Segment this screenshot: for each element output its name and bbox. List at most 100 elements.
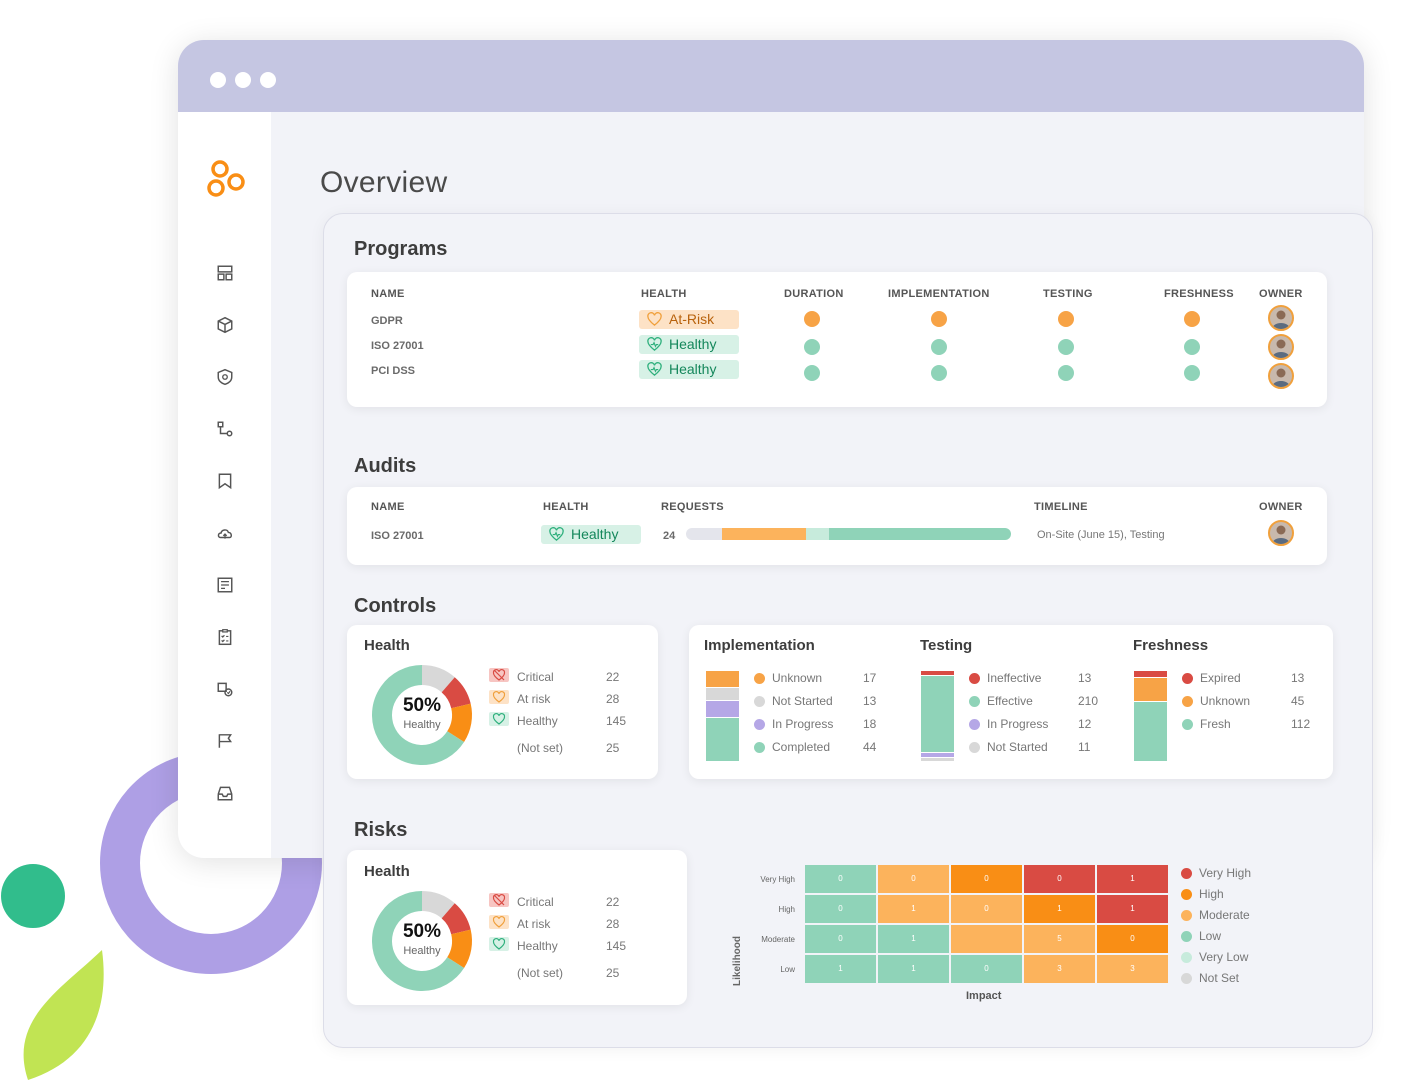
window-minimize-button[interactable] — [235, 72, 251, 88]
heatmap-cell[interactable]: 1 — [878, 895, 949, 923]
heatmap-cell[interactable]: 1 — [878, 955, 949, 983]
requests-segment — [806, 528, 829, 540]
legend-label: (Not set) — [517, 966, 564, 980]
legend-dot — [1182, 673, 1193, 684]
heatmap-cell[interactable]: 0 — [878, 865, 949, 893]
duration-status-dot — [804, 311, 820, 327]
sidebar-item-shield[interactable] — [216, 368, 234, 386]
audit-timeline: On-Site (June 15), Testing — [1037, 529, 1165, 541]
heatmap-cell-value: 0 — [984, 964, 989, 973]
legend-value: 13 — [1291, 671, 1305, 685]
programs-title: Programs — [354, 238, 448, 260]
heatmap-cell[interactable]: 0 — [951, 895, 1022, 923]
bar-segment-ineffective — [921, 671, 954, 676]
program-row[interactable]: GDPR At-Risk — [347, 305, 1327, 332]
program-name[interactable]: PCI DSS — [371, 365, 416, 377]
donut-slice-not-set — [421, 891, 455, 919]
sidebar-item-flag[interactable] — [216, 732, 234, 750]
legend-value: 145 — [606, 939, 627, 953]
legend-value: 18 — [863, 717, 877, 731]
legend-dot — [754, 742, 765, 753]
testing-status-dot — [1058, 338, 1074, 355]
heatmap-cell-value: 0 — [838, 934, 843, 943]
healthy-icon — [489, 712, 509, 726]
heatmap-cell[interactable]: 0 — [1097, 925, 1168, 953]
donut-slice-critical — [441, 903, 471, 935]
heatmap-cell[interactable]: 1 — [1024, 895, 1095, 923]
owner-avatar[interactable] — [1268, 363, 1294, 389]
at-risk-icon — [647, 312, 662, 326]
owner-avatar[interactable] — [1268, 305, 1294, 331]
heatmap-cell[interactable]: 0 — [805, 895, 876, 923]
program-name[interactable]: ISO 27001 — [371, 340, 424, 352]
heatmap-cell[interactable]: 5 — [1024, 925, 1095, 953]
col-testing: TESTING — [1043, 288, 1093, 300]
sidebar-item-dashboard[interactable] — [216, 264, 234, 282]
legend-label: Very Low — [1199, 950, 1249, 964]
workflow-icon — [217, 421, 233, 437]
health-donut-chart — [371, 890, 473, 992]
heatmap-cell-value: 1 — [911, 934, 916, 943]
bar-segment-unknown — [706, 671, 739, 688]
heatmap-cell[interactable]: 0 — [805, 925, 876, 953]
heatmap-cell[interactable]: 1 — [1097, 865, 1168, 893]
duration-status-dot — [804, 365, 820, 381]
at-risk-icon — [489, 915, 509, 929]
heatmap-cell[interactable]: 1 — [1097, 895, 1168, 923]
at-risk-icon — [489, 690, 509, 704]
heatmap-cell[interactable]: 3 — [1097, 955, 1168, 983]
legend-label: Moderate — [1199, 908, 1250, 922]
legend-value: 28 — [606, 917, 620, 931]
sidebar-item-inbox[interactable] — [216, 784, 234, 802]
freshness-stacked-bar — [1134, 671, 1167, 762]
heatmap-cell[interactable]: 0 — [951, 865, 1022, 893]
decorative-dot — [1, 864, 65, 928]
legend-label: Critical — [517, 670, 554, 684]
heatmap-cell[interactable]: 1 — [878, 925, 949, 953]
sidebar-item-checklist[interactable] — [216, 628, 234, 646]
legend-value: 45 — [1291, 694, 1305, 708]
heatmap-cell[interactable]: 0 — [805, 865, 876, 893]
window-maximize-button[interactable] — [260, 72, 276, 88]
legend-value: 12 — [1078, 717, 1092, 731]
implementation-status-dot — [931, 365, 947, 381]
requests-progress-bar — [686, 528, 1011, 540]
sidebar-item-workflow[interactable] — [216, 420, 234, 438]
legend-value: 25 — [606, 741, 620, 755]
app-logo[interactable] — [206, 158, 250, 202]
col-requests: REQUESTS — [661, 501, 724, 513]
program-row[interactable]: ISO 27001 Healthy — [347, 332, 1327, 360]
heatmap-cell[interactable] — [951, 925, 1022, 953]
sidebar-item-package[interactable] — [216, 316, 234, 334]
program-row[interactable]: PCI DSS Healthy — [347, 357, 1327, 389]
bar-segment-expired — [1134, 671, 1167, 678]
heatmap-cell-value: 1 — [1057, 904, 1062, 913]
heatmap-row-label: High — [778, 905, 795, 914]
legend-dot — [1182, 696, 1193, 707]
heatmap-cell[interactable]: 1 — [805, 955, 876, 983]
heatmap-row-label: Moderate — [761, 935, 795, 944]
donut-slice-at-risk — [446, 929, 472, 969]
shield-icon — [217, 368, 233, 386]
decorative-leaf — [23, 950, 104, 1080]
audit-name[interactable]: ISO 27001 — [371, 530, 424, 542]
donut-slice-not-set — [421, 665, 455, 693]
owner-avatar[interactable] — [1268, 334, 1294, 360]
requests-count: 24 — [663, 530, 676, 542]
legend-value: 13 — [1078, 671, 1092, 685]
heatmap-cell[interactable]: 3 — [1024, 955, 1095, 983]
sidebar-item-bookmark[interactable] — [216, 472, 234, 490]
owner-avatar[interactable] — [1268, 520, 1294, 546]
sidebar-item-vendor[interactable] — [216, 680, 234, 698]
heatmap-cell[interactable]: 0 — [1024, 865, 1095, 893]
sidebar-item-report[interactable] — [216, 576, 234, 594]
heatmap-cell-value: 1 — [911, 964, 916, 973]
bar-segment-unknown — [1134, 677, 1167, 703]
sidebar-item-cloud[interactable] — [216, 524, 234, 542]
window-close-button[interactable] — [210, 72, 226, 88]
program-name[interactable]: GDPR — [371, 315, 403, 327]
col-health: HEALTH — [543, 501, 589, 513]
legend-label: Completed — [772, 740, 831, 754]
heatmap-cell[interactable]: 0 — [951, 955, 1022, 983]
dashboard-icon — [217, 265, 233, 281]
